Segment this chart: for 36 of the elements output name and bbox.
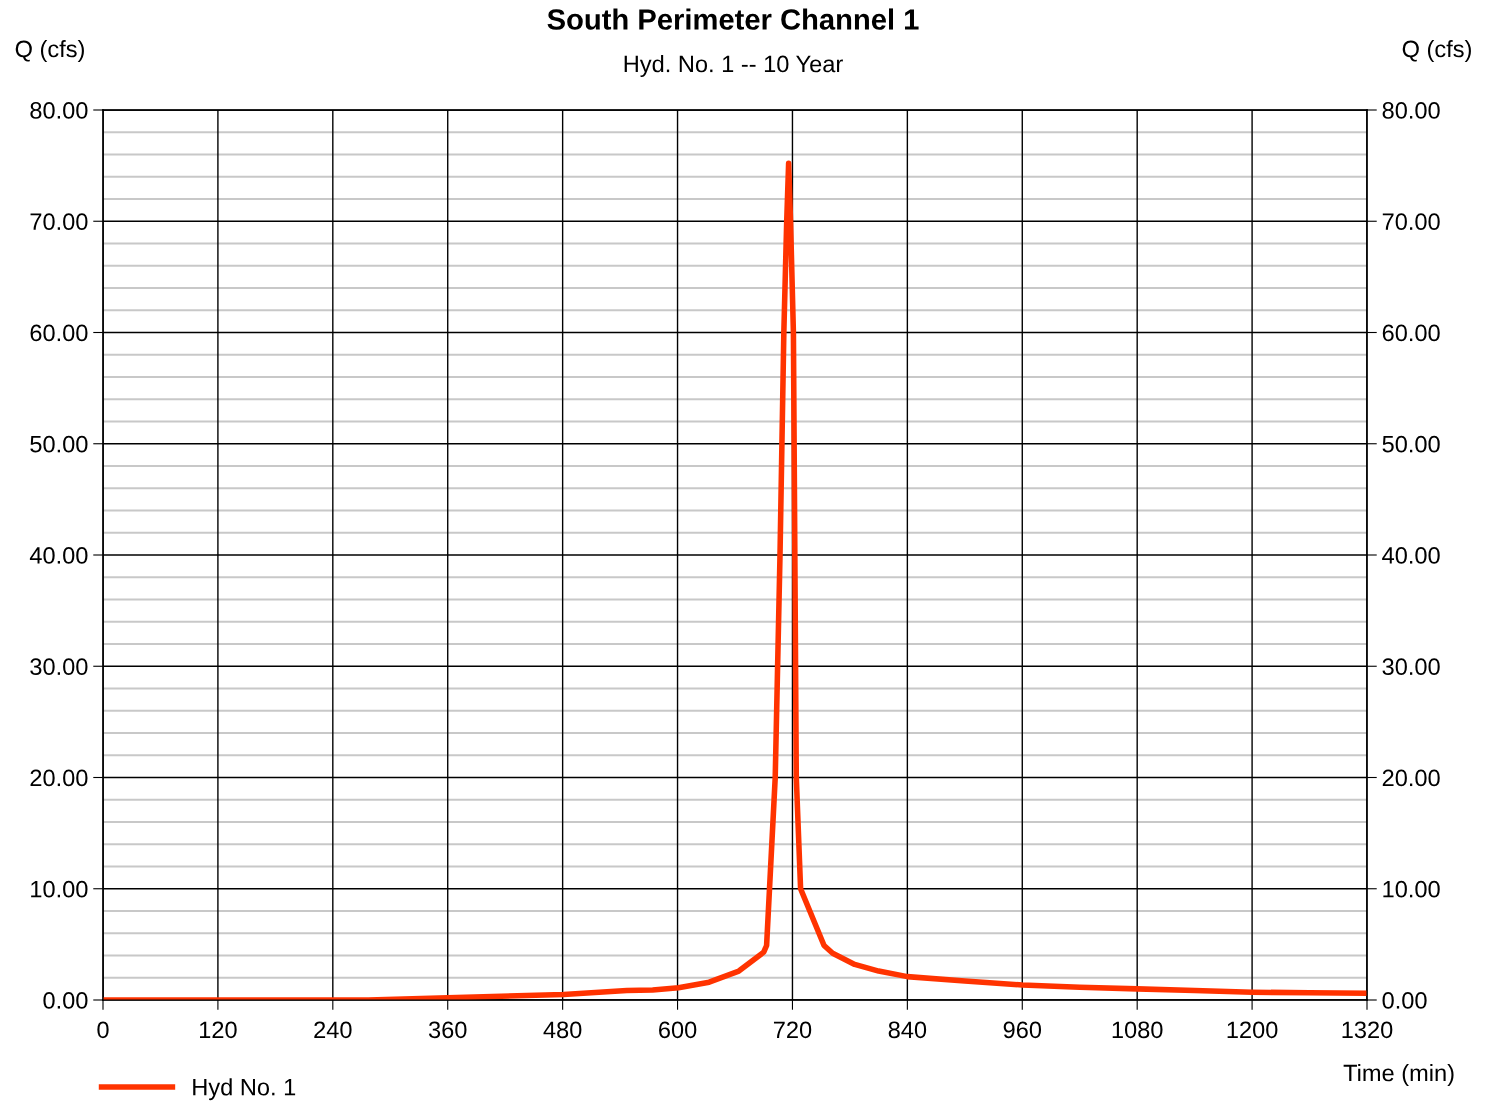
- y2-axis-title: Q (cfs): [1402, 40, 1471, 62]
- x-tick-label: 240: [314, 1021, 352, 1039]
- y-tick-label: 80.00: [30, 102, 88, 119]
- chart-title: South Perimeter Channel 1: [547, 8, 919, 30]
- y2-tick-label: 80.00: [1382, 102, 1440, 119]
- y2-tick-label: 10.00: [1383, 880, 1440, 898]
- x-tick-label: 0: [97, 1021, 109, 1039]
- y2-tick-label: 50.00: [1382, 435, 1440, 453]
- x-tick-label: 960: [1003, 1021, 1042, 1039]
- x-tick-label: 480: [543, 1021, 582, 1039]
- y-tick-label: 60.00: [30, 324, 88, 342]
- y2-tick-label: 20.00: [1382, 769, 1440, 787]
- y-tick-label: 50.00: [30, 435, 88, 453]
- x-tick-label: 1080: [1112, 1021, 1163, 1039]
- x-axis-title: Time (min): [1343, 1063, 1454, 1086]
- chart-subtitle: Hyd. No. 1 -- 10 Year: [624, 55, 843, 77]
- x-tick-label: 840: [888, 1021, 927, 1039]
- y-axis-title: Q (cfs): [15, 40, 84, 62]
- x-tick-label: 720: [773, 1021, 812, 1039]
- y-tick-label: 30.00: [30, 658, 88, 676]
- x-tick-label: 1320: [1342, 1021, 1393, 1039]
- y2-tick-label: 70.00: [1382, 213, 1440, 231]
- y-tick-label: 10.00: [31, 880, 88, 898]
- y2-tick-label: 60.00: [1382, 324, 1440, 342]
- legend-label: Hyd No. 1: [193, 1078, 296, 1101]
- y-tick-label: 40.00: [29, 547, 88, 564]
- x-tick-label: 600: [659, 1021, 697, 1039]
- y2-tick-label: 40.00: [1382, 547, 1440, 564]
- y2-tick-label: 0.00: [1382, 992, 1427, 1009]
- x-tick-label: 120: [200, 1021, 237, 1039]
- y2-tick-label: 30.00: [1382, 658, 1440, 676]
- x-tick-label: 360: [428, 1021, 467, 1039]
- x-tick-label: 1200: [1227, 1021, 1278, 1039]
- y-tick-label: 70.00: [30, 213, 88, 231]
- y-tick-label: 0.00: [43, 992, 88, 1009]
- y-tick-label: 20.00: [30, 769, 88, 787]
